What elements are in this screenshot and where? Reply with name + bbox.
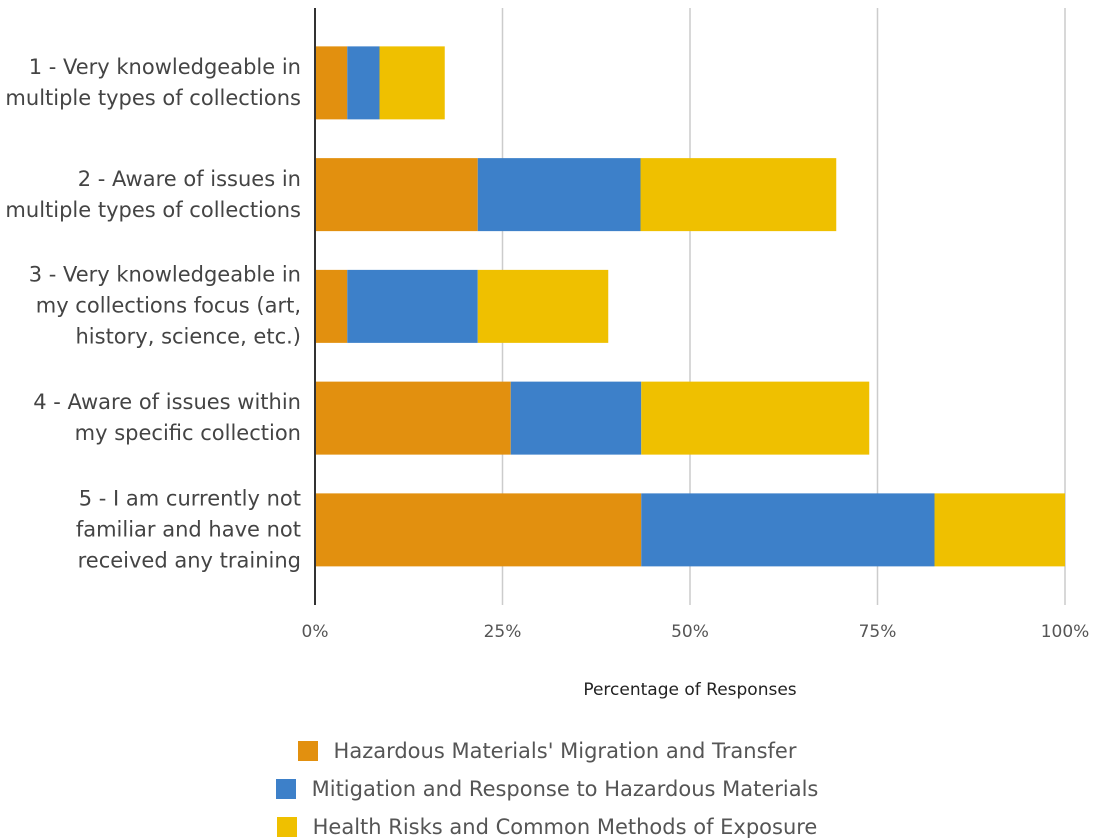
category-label: 1 - Very knowledgeable in multiple types… — [5, 54, 301, 110]
x-tick-label: 100% — [1040, 622, 1090, 642]
x-axis-title: Percentage of Responses — [583, 680, 797, 700]
legend: Hazardous Materials' Migration and Trans… — [0, 732, 1094, 838]
bar-segment — [347, 46, 380, 120]
legend-swatch — [275, 779, 296, 799]
x-tick-label: 75% — [858, 622, 897, 642]
legend-label: Hazardous Materials' Migration and Trans… — [333, 739, 797, 763]
bar-segment — [379, 46, 445, 120]
bar-segment — [315, 46, 348, 120]
bar-segment — [934, 493, 1065, 567]
category-label: 2 - Aware of issues in multiple types of… — [5, 166, 301, 222]
bar-segment — [315, 158, 478, 232]
bar-segment — [315, 493, 642, 567]
bar-segment — [640, 158, 837, 232]
x-tick-label: 25% — [483, 622, 522, 642]
legend-item: Health Risks and Common Methods of Expos… — [276, 808, 818, 838]
bar-segment — [641, 493, 935, 567]
x-tick-label: 50% — [671, 622, 709, 642]
bar-segment — [347, 269, 478, 343]
legend-item: Hazardous Materials' Migration and Trans… — [297, 732, 797, 770]
legend-swatch — [297, 741, 318, 761]
legend-label: Health Risks and Common Methods of Expos… — [312, 815, 818, 838]
bar-segment — [477, 158, 641, 232]
bar-segment — [510, 381, 642, 455]
category-label: 4 - Aware of issues within my specific c… — [33, 390, 301, 446]
bar-segment — [641, 381, 870, 455]
category-label: 5 - I am currently not familiar and have… — [75, 486, 301, 573]
bar-segment — [477, 269, 609, 343]
bar-segment — [315, 269, 348, 343]
legend-swatch — [276, 817, 297, 837]
category-label: 3 - Very knowledgeable in my collections… — [28, 262, 301, 349]
legend-label: Mitigation and Response to Hazardous Mat… — [311, 777, 819, 801]
x-tick-label: 0% — [301, 622, 329, 642]
bar-segment — [315, 381, 511, 455]
legend-item: Mitigation and Response to Hazardous Mat… — [275, 770, 819, 808]
